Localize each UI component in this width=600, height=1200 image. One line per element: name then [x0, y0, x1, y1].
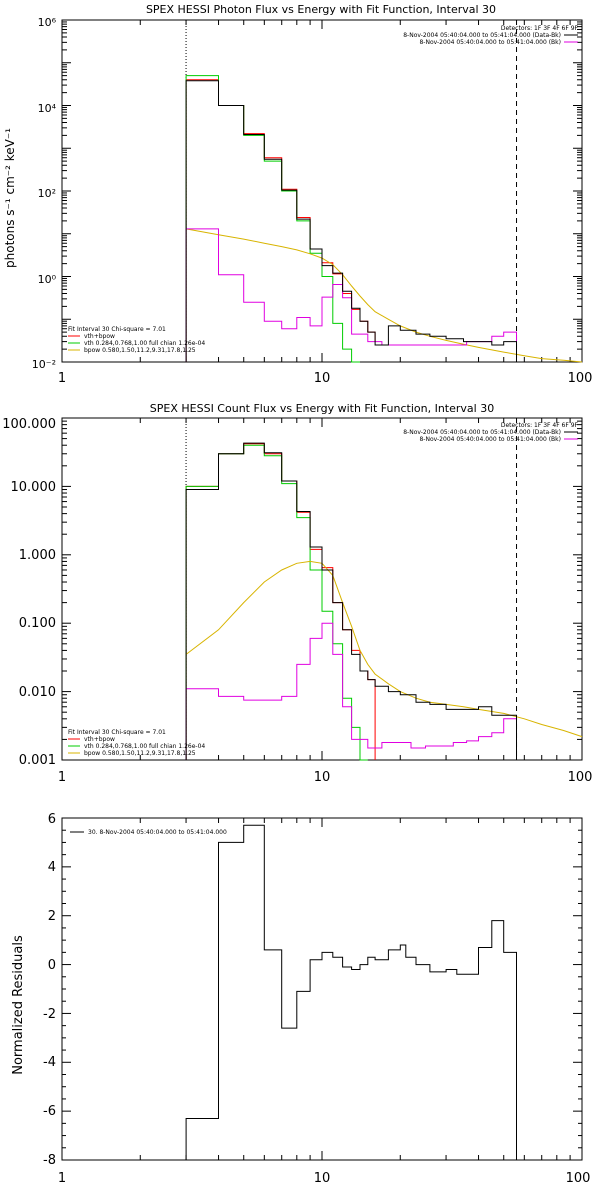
residuals-ytick-label: 2 — [48, 909, 56, 924]
count-xtick-label: 100 — [568, 770, 593, 785]
photon-ytick-label: 10² — [38, 187, 56, 200]
count-ytick-label: 1.000 — [19, 548, 56, 563]
count-ytick-label: 10.000 — [11, 480, 57, 495]
series-sum-line — [185, 79, 376, 362]
count-flux-panel: SPEX HESSI Count Flux vs Energy with Fit… — [2, 402, 592, 785]
photon-info-legend: Detectors: 1F 3F 4F 6F 9F 8-Nov-2004 05:… — [403, 25, 578, 46]
count-fit-legend: Fit Interval 30 Chi-square = 7.01 vth+bp… — [68, 729, 205, 757]
series-total-line — [185, 824, 517, 1160]
photon-bk-text: 8-Nov-2004 05:40:04.000 to 05:41:04.000 … — [419, 39, 561, 46]
series-sum-line — [185, 443, 376, 760]
photon-ytick-label: 10⁴ — [38, 102, 57, 115]
photon-xtick-label: 100 — [568, 371, 593, 386]
count-fit-chisq-text: Fit Interval 30 Chi-square = 7.01 — [68, 729, 166, 736]
photon-ylabel: photons s⁻¹ cm⁻² keV⁻¹ — [3, 128, 17, 268]
series-bk-line — [185, 622, 517, 760]
photon-xtick-labels: 1 10 100 — [58, 371, 593, 386]
series-bpow-line — [185, 560, 583, 738]
photon-ytick-label: 10⁶ — [38, 16, 57, 29]
residuals-legend-text: 30. 8-Nov-2004 05:40:04.000 to 05:41:04.… — [88, 829, 227, 836]
photon-fit-vth-text: vth 0.284,0.768,1.00 full chian 1.26e-04 — [84, 340, 205, 347]
residuals-panel: Normalized Residuals -8 -6 -4 -2 0 2 4 6… — [11, 812, 590, 1186]
count-xtick-labels: 1 10 100 — [58, 770, 593, 785]
photon-chart-title: SPEX HESSI Photon Flux vs Energy with Fi… — [146, 3, 496, 16]
residuals-xtick-label: 1 — [58, 1171, 66, 1186]
count-ytick-label: 100.000 — [2, 417, 56, 432]
photon-fit-legend: Fit Interval 30 Chi-square = 7.01 vth+bp… — [68, 326, 205, 354]
photon-fit-bpow-text: bpow 0.580,1.50,11.2,9.31,17.8,1.25 — [84, 347, 196, 354]
series-bpow-line — [186, 228, 583, 363]
count-xtick-label: 10 — [314, 770, 331, 785]
residuals-xtick-labels: 1 10 100 — [58, 1171, 591, 1186]
count-xtick-label: 1 — [58, 770, 66, 785]
residuals-ytick-label: 0 — [48, 958, 56, 973]
residuals-ytick-label: -2 — [43, 1007, 56, 1022]
photon-flux-panel: SPEX HESSI Photon Flux vs Energy with Fi… — [3, 3, 592, 386]
photon-ytick-labels: 10⁻² 10⁰ 10² 10⁴ 10⁶ — [32, 16, 57, 371]
count-detectors-text: Detectors: 1F 3F 4F 6F 9F — [501, 422, 579, 429]
photon-fit-sum-text: vth+bpow — [84, 333, 115, 340]
residuals-plot-frame — [61, 817, 583, 1161]
residuals-legend: 30. 8-Nov-2004 05:40:04.000 to 05:41:04.… — [70, 829, 227, 836]
photon-xtick-label: 1 — [58, 371, 66, 386]
count-databk-text: 8-Nov-2004 05:40:04.000 to 05:41:04.000 … — [403, 429, 561, 436]
residuals-xtick-label: 100 — [566, 1171, 591, 1186]
series-total-line — [185, 442, 517, 760]
count-ytick-label: 0.001 — [19, 753, 56, 768]
count-fit-sum-text: vth+bpow — [84, 736, 115, 743]
residuals-ytick-label: 4 — [48, 860, 56, 875]
series-total-line — [185, 80, 517, 362]
count-ytick-label: 0.010 — [19, 685, 56, 700]
count-fit-vth-text: vth 0.284,0.768,1.00 full chian 1.26e-04 — [84, 743, 205, 750]
residuals-ytick-label: -6 — [43, 1104, 56, 1119]
photon-ytick-label: 10⁻² — [32, 358, 56, 371]
count-ytick-labels: 0.001 0.010 0.100 1.000 10.000 100.000 — [2, 417, 56, 768]
photon-ytick-label: 10⁰ — [38, 273, 57, 286]
residuals-ylabel: Normalized Residuals — [11, 935, 26, 1075]
residuals-ytick-labels: -8 -6 -4 -2 0 2 4 6 — [43, 812, 56, 1168]
residuals-ytick-label: -4 — [43, 1055, 56, 1070]
photon-databk-text: 8-Nov-2004 05:40:04.000 to 05:41:04.000 … — [403, 32, 561, 39]
count-ytick-label: 0.100 — [19, 616, 56, 631]
count-chart-title: SPEX HESSI Count Flux vs Energy with Fit… — [150, 402, 494, 415]
residuals-ytick-label: -8 — [43, 1153, 56, 1168]
residuals-ytick-label: 6 — [48, 812, 56, 827]
count-info-legend: Detectors: 1F 3F 4F 6F 9F 8-Nov-2004 05:… — [403, 422, 578, 443]
photon-detectors-text: Detectors: 1F 3F 4F 6F 9F — [501, 25, 579, 32]
residuals-xtick-label: 10 — [314, 1171, 331, 1186]
count-fit-bpow-text: bpow 0.580,1.50,11.2,9.31,17.8,1.25 — [84, 750, 196, 757]
photon-xtick-label: 10 — [314, 371, 331, 386]
count-bk-text: 8-Nov-2004 05:40:04.000 to 05:41:04.000 … — [419, 436, 561, 443]
photon-fit-chisq-text: Fit Interval 30 Chi-square = 7.01 — [68, 326, 166, 333]
series-vth-line — [185, 75, 360, 363]
